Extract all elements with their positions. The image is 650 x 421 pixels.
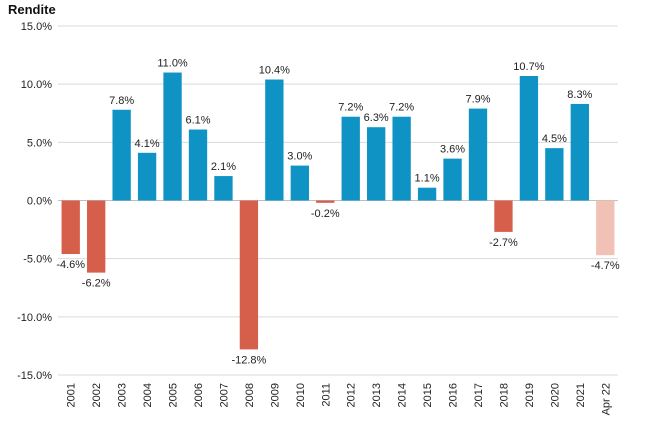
x-tick-label: 2007	[218, 383, 230, 407]
data-label: 8.3%	[567, 89, 592, 101]
data-label: 6.3%	[364, 112, 389, 124]
bar	[163, 72, 182, 201]
x-tick-label: 2017	[473, 383, 485, 407]
x-tick-label: 2009	[269, 383, 281, 407]
bar	[417, 187, 437, 201]
x-tick-label: Apr 22	[600, 383, 612, 415]
bar	[112, 109, 131, 201]
data-label: -12.8%	[231, 354, 266, 366]
x-tick-label: 2006	[193, 383, 205, 407]
bar	[545, 148, 564, 201]
bar	[61, 200, 80, 255]
data-label: 10.7%	[513, 61, 544, 73]
data-label: 4.1%	[135, 138, 160, 150]
y-tick-label: 15.0%	[21, 21, 52, 33]
y-tick-label: -15.0%	[17, 370, 52, 382]
data-label: 3.0%	[287, 151, 312, 163]
bar	[188, 129, 208, 201]
bar	[468, 108, 488, 201]
x-axis-labels: 2001 2002 2003 2004 2005 2006 2007 2008 2009 2010…	[66, 383, 613, 415]
x-tick-label: 2015	[422, 383, 434, 407]
data-label: 11.0%	[157, 58, 188, 70]
x-tick-label: 2004	[142, 383, 154, 407]
data-label: 7.2%	[338, 102, 363, 114]
data-label: 10.4%	[259, 65, 290, 77]
bars	[61, 72, 615, 350]
bar	[214, 176, 233, 201]
data-label: 6.1%	[185, 115, 210, 127]
x-tick-label: 2013	[371, 383, 383, 407]
data-label: -2.7%	[489, 237, 518, 249]
bar	[519, 76, 539, 201]
bar	[443, 158, 462, 201]
x-tick-label: 2019	[524, 383, 536, 407]
x-tick-label: 2016	[448, 383, 460, 407]
bar	[87, 200, 106, 273]
data-label: 3.6%	[440, 144, 465, 156]
data-label: 1.1%	[415, 173, 440, 185]
x-tick-label: 2018	[498, 383, 510, 407]
bar	[265, 79, 284, 201]
y-tick-label: -5.0%	[23, 254, 52, 266]
y-tick-label: 5.0%	[27, 137, 52, 149]
bar	[239, 200, 259, 350]
bar	[341, 116, 360, 201]
bar	[367, 127, 386, 201]
x-tick-label: 2014	[397, 383, 409, 407]
x-tick-label: 2020	[549, 383, 561, 407]
y-axis-ticks: 15.0% 10.0% 5.0% 0.0% -5.0% -10.0% -15.0%	[17, 21, 52, 382]
x-tick-label: 2003	[117, 383, 129, 407]
bar	[392, 116, 411, 201]
data-label: 7.2%	[389, 102, 414, 114]
x-tick-label: 2002	[91, 383, 103, 407]
bar	[316, 200, 335, 203]
x-tick-label: 2008	[244, 383, 256, 407]
bar	[596, 200, 615, 256]
x-tick-label: 2010	[295, 383, 307, 407]
data-label: -4.6%	[56, 259, 85, 271]
data-label: -6.2%	[82, 278, 111, 290]
bar	[290, 165, 309, 201]
data-label: 7.8%	[109, 95, 134, 107]
x-tick-label: 2011	[320, 383, 332, 407]
data-labels: -4.6% -6.2% 7.8% 4.1% 11.0% 6.1% 2.1% -12.8% 10.…	[56, 58, 620, 367]
y-tick-label: -10.0%	[17, 312, 52, 324]
x-tick-label: 2005	[168, 383, 180, 407]
data-label: -0.2%	[311, 208, 340, 220]
y-axis-title: Rendite	[8, 2, 56, 17]
x-tick-label: 2001	[66, 383, 78, 407]
y-tick-label: 10.0%	[21, 79, 52, 91]
data-label: -4.7%	[591, 260, 620, 272]
data-label: 2.1%	[211, 161, 236, 173]
bar	[570, 103, 589, 201]
x-tick-label: 2021	[575, 383, 587, 407]
data-label: 4.5%	[542, 133, 567, 145]
data-label: 7.9%	[465, 94, 490, 106]
bar	[494, 200, 513, 232]
bar	[137, 152, 157, 201]
x-tick-label: 2012	[346, 383, 358, 407]
y-tick-label: 0.0%	[27, 196, 52, 208]
